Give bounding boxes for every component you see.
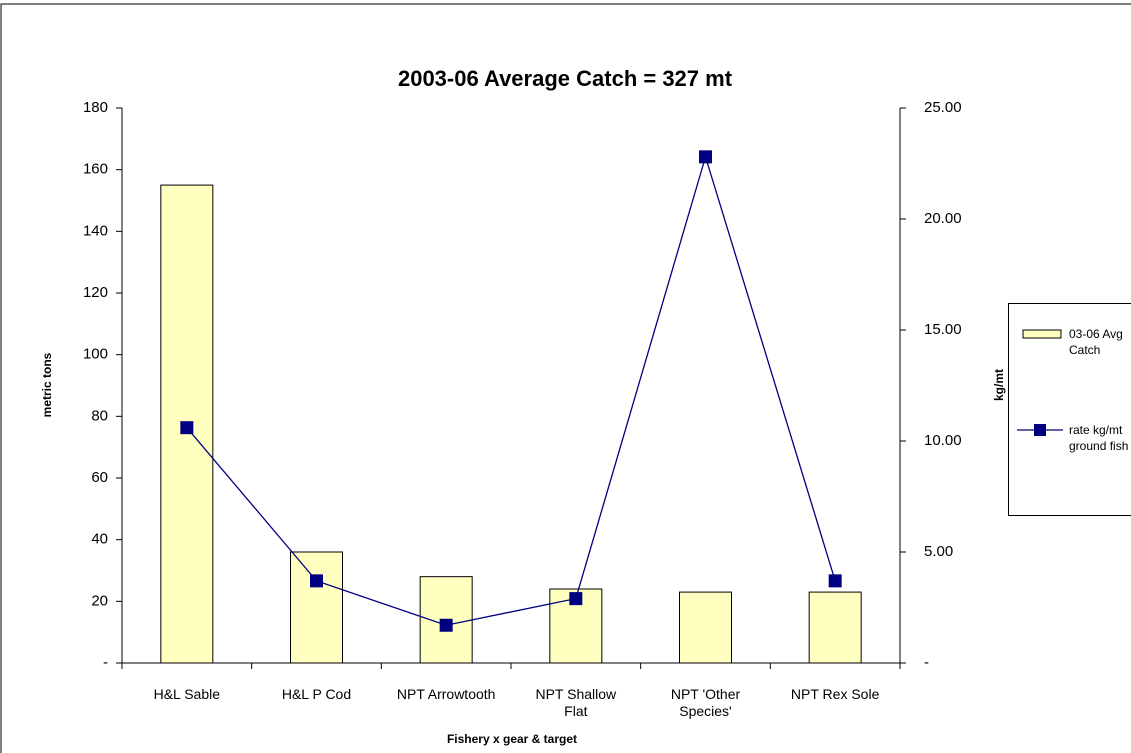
y-tick-label: 60 xyxy=(91,469,108,486)
bar xyxy=(679,591,732,664)
marker xyxy=(180,421,194,435)
chart-frame xyxy=(0,3,1131,753)
x-tick-label: H&L P Cod xyxy=(281,686,352,702)
y-tick-label: 80 xyxy=(91,407,108,424)
legend-swatch xyxy=(1022,329,1062,339)
marker xyxy=(699,150,712,164)
y2-axis-title: kg/mt xyxy=(992,369,1006,401)
legend-item: rate kg/mt ground fish xyxy=(1015,422,1131,482)
x-axis-title: Fishery x gear & target xyxy=(447,732,577,746)
legend-swatch xyxy=(1017,424,1063,436)
y-tick-label: 40 xyxy=(91,531,108,548)
y-tick-label: 160 xyxy=(83,161,108,178)
y-tick-label: - xyxy=(103,654,108,671)
bar xyxy=(290,551,343,664)
x-tick-label: NPT 'Other Species' xyxy=(670,686,741,719)
legend-swatch-bar xyxy=(1022,329,1062,339)
x-tick-label: NPT Shallow Flat xyxy=(535,686,617,719)
y2-tick-label: 20.00 xyxy=(924,210,962,227)
y2-tick-label: 25.00 xyxy=(924,99,962,116)
x-tick-label: NPT Rex Sole xyxy=(790,686,880,702)
y-tick-label: 180 xyxy=(83,99,108,116)
legend-label: 03-06 Avg Catch xyxy=(1069,327,1123,357)
marker xyxy=(569,592,583,606)
y-tick-label: 100 xyxy=(83,346,108,363)
legend-swatch-marker xyxy=(1034,424,1046,436)
y2-tick-label: 5.00 xyxy=(924,543,953,560)
x-tick-label: NPT Arrowtooth xyxy=(396,686,496,702)
x-tick-label: H&L Sable xyxy=(153,686,221,702)
legend-item: 03-06 Avg Catch xyxy=(1015,326,1131,386)
marker xyxy=(828,574,842,588)
y-axis-title: metric tons xyxy=(40,352,54,417)
y-tick-label: 20 xyxy=(91,592,108,609)
marker xyxy=(439,618,453,632)
chart-title: 2003-06 Average Catch = 327 mt xyxy=(398,66,733,91)
y2-tick-label: 15.00 xyxy=(924,321,962,338)
y-tick-label: 120 xyxy=(83,284,108,301)
line xyxy=(186,154,836,626)
y2-tick-label: - xyxy=(924,654,929,671)
marker xyxy=(310,574,323,588)
bar xyxy=(808,591,862,664)
y-tick-label: 140 xyxy=(83,222,108,239)
legend-label: rate kg/mt ground fish xyxy=(1069,423,1129,453)
y2-tick-label: 10.00 xyxy=(924,432,962,449)
legend: 03-06 Avg Catch rate kg/mt ground fish xyxy=(1008,303,1131,516)
